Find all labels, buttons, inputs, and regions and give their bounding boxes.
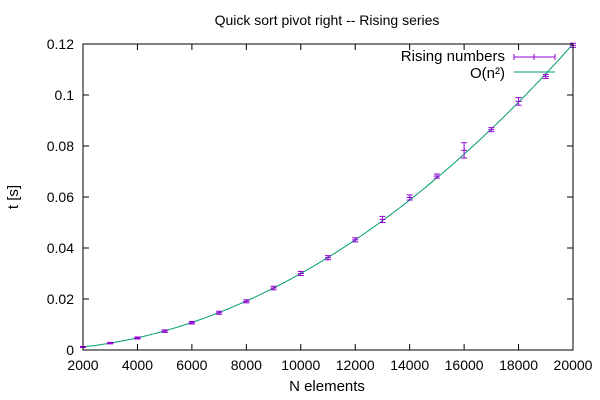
x-tick-label: 14000 — [390, 357, 429, 373]
x-tick-label: 18000 — [499, 357, 538, 373]
data-point — [161, 329, 168, 333]
y-tick-label: 0.08 — [47, 138, 74, 154]
y-tick-label: 0.04 — [47, 240, 74, 256]
x-tick-label: 6000 — [176, 357, 207, 373]
plot-frame — [82, 43, 574, 351]
y-tick-label: 0.06 — [47, 189, 74, 205]
y-tick-label: 0.12 — [47, 36, 74, 52]
y-tick-label: 0 — [66, 342, 74, 358]
data-point — [488, 127, 495, 133]
x-tick-label: 10000 — [281, 357, 320, 373]
x-tick-label: 16000 — [445, 357, 484, 373]
data-point — [325, 255, 331, 261]
data-point — [270, 285, 277, 291]
data-point — [352, 237, 359, 243]
x-axis: 2000 4000 6000 8000 10000 12000 14000 16000 1800… — [67, 44, 593, 373]
data-point — [188, 320, 195, 325]
data-point — [406, 194, 413, 201]
data-point — [297, 270, 304, 277]
data-point — [461, 142, 468, 159]
legend-label-rising-numbers: Rising numbers — [401, 48, 505, 65]
data-point — [216, 310, 223, 315]
y-tick-label: 0.02 — [47, 291, 74, 307]
data-point — [433, 173, 440, 179]
legend: Rising numbers O(n²) — [401, 48, 556, 82]
x-tick-label: 12000 — [336, 357, 375, 373]
data-point — [134, 336, 141, 340]
data-point — [542, 73, 549, 79]
y-tick-label: 0.1 — [55, 87, 75, 103]
x-axis-label: N elements — [289, 378, 365, 395]
legend-label-fit: O(n²) — [470, 65, 505, 82]
x-tick-label: 8000 — [231, 357, 262, 373]
x-tick-label: 4000 — [122, 357, 153, 373]
x-tick-label: 2000 — [67, 357, 98, 373]
chart-title: Quick sort pivot right -- Rising series — [215, 12, 440, 28]
x-tick-label: 20000 — [554, 357, 593, 373]
data-points-layer — [80, 42, 576, 348]
data-point — [379, 215, 386, 223]
data-point — [243, 299, 250, 304]
data-point — [107, 341, 114, 345]
y-axis-label: t [s] — [5, 185, 22, 209]
data-point — [515, 97, 522, 106]
y-axis: 0 0.02 0.04 0.06 0.08 0.1 0.12 — [47, 36, 573, 358]
